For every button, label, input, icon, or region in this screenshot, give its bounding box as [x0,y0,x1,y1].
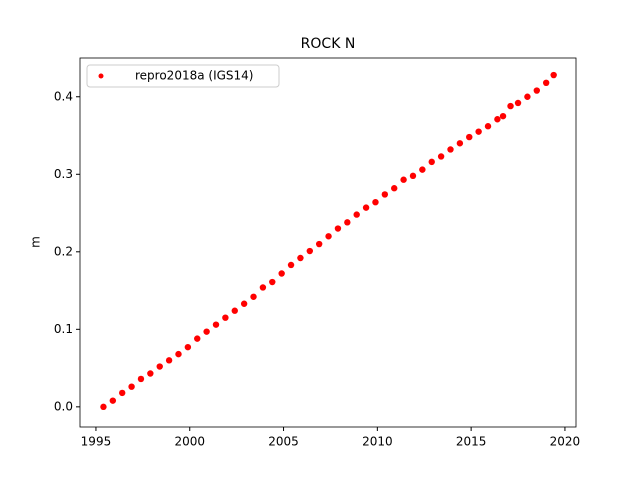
data-point [381,191,389,198]
data-point [499,112,507,120]
x-tick-label: 2000 [174,435,205,449]
y-tick-label: 0.4 [54,89,73,103]
data-point [175,350,182,358]
data-point [194,335,201,342]
data-point [315,240,323,248]
data-point [109,397,117,404]
data-point [542,79,550,87]
data-point [306,247,314,255]
plot-frame [79,57,577,428]
data-point [447,146,454,153]
data-point [400,176,407,183]
y-tick-label: 0.2 [54,244,73,258]
data-point [362,204,370,211]
legend-marker [98,73,104,79]
data-point [514,99,522,107]
x-tick-label: 1995 [81,435,112,449]
x-tick-label: 2010 [362,435,393,449]
data-point [494,116,501,123]
data-point [184,343,192,351]
data-point [287,261,295,269]
data-point [353,211,360,218]
data-point [128,383,135,390]
data-point [437,153,445,160]
data-point [372,198,379,206]
data-point [165,357,173,364]
data-point [524,93,531,100]
x-tick-label: 2005 [268,435,299,449]
data-point [250,293,257,300]
legend-label: repro2018a (IGS14) [135,69,253,83]
data-point [222,314,229,321]
data-point [409,172,417,180]
data-point [344,219,351,226]
legend-box [86,64,280,88]
data-point [137,375,145,383]
data-point [550,71,557,79]
data-point [240,300,248,307]
data-point [419,166,426,173]
data-point [156,363,163,370]
y-tick-label: 0.1 [54,322,73,336]
data-point [456,140,464,147]
y-tick-label: 0.0 [54,399,73,413]
data-point [533,87,540,94]
data-point [100,403,107,411]
chart-title: ROCK N [301,36,356,52]
data-point [334,225,342,232]
data-point [484,123,492,130]
data-point [278,270,285,277]
y-tick-label: 0.3 [54,167,73,181]
x-tick-label: 2020 [550,435,581,449]
data-point [297,254,304,262]
data-point [269,278,276,286]
data-point [259,284,267,291]
data-point [475,128,482,135]
x-tick-label: 2015 [456,435,487,449]
data-point [212,321,220,328]
data-point [231,307,238,314]
data-point [391,185,398,192]
data-point [325,233,332,240]
data-point [428,158,435,166]
data-point [507,102,514,110]
data-point [203,328,210,335]
data-point [147,370,154,377]
data-point [466,133,473,141]
y-axis-label: m [29,236,43,248]
data-point [119,389,126,397]
